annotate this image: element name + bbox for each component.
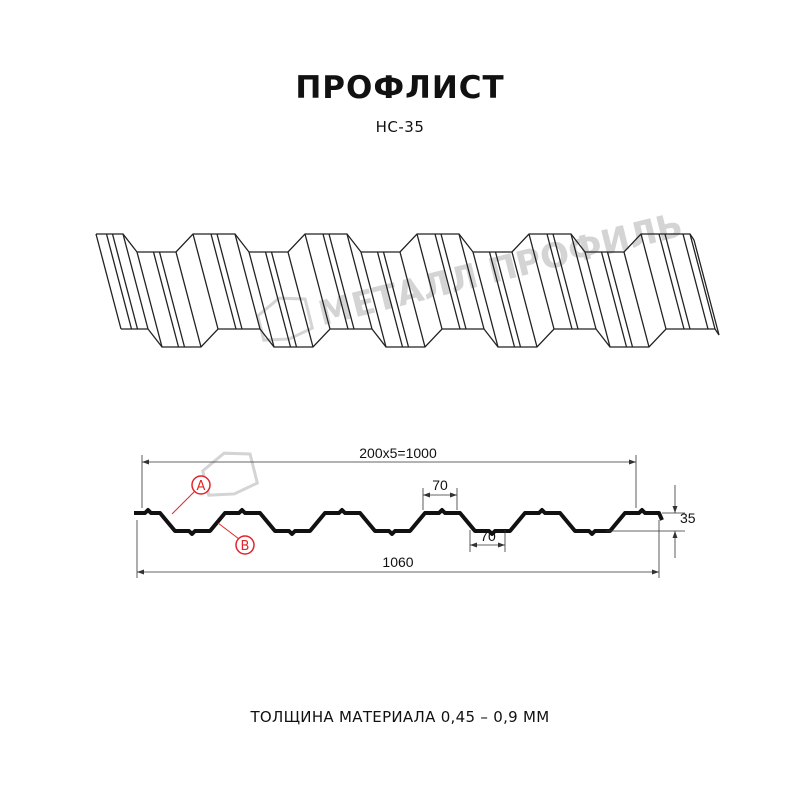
- sheet-fold-line: [472, 251, 499, 348]
- section-profile: [134, 508, 664, 536]
- sheet-fold-line: [689, 233, 716, 330]
- sheet-fold-line: [511, 251, 538, 348]
- marker-a: A: [171, 475, 211, 515]
- sheet-rib-line: [552, 233, 579, 330]
- sheet-fold-line: [234, 233, 261, 330]
- model-label: НС-35: [375, 118, 425, 136]
- sheet-fold-line: [122, 233, 149, 330]
- sheet-rib-line: [158, 251, 186, 348]
- sheet-fold-line: [682, 233, 709, 330]
- marker-a-label: A: [197, 479, 206, 494]
- sheet-fold-line: [346, 233, 373, 330]
- marker-b-label: B: [241, 539, 250, 554]
- sheet-fold-line: [136, 251, 163, 348]
- sheet-rib-line: [322, 233, 349, 330]
- dimensions: [136, 455, 685, 578]
- sheet-rib-line: [434, 233, 461, 330]
- sheet-fold-line: [693, 239, 720, 336]
- sheet-rib-line: [658, 233, 685, 330]
- sheet-fold-line: [528, 233, 555, 330]
- sheet-rib-line: [664, 233, 691, 330]
- sheet-rib-line: [382, 251, 410, 348]
- sheet-rib-line: [440, 233, 467, 330]
- sheet-rib-line: [606, 251, 634, 348]
- marker-b: B: [217, 522, 255, 555]
- sheet-rib-line: [105, 233, 133, 330]
- sheet-rib-line: [328, 233, 355, 330]
- sheet-rib-line: [376, 251, 404, 348]
- sheet-fold-line: [399, 251, 426, 348]
- dim-top-flat-label: 70: [432, 477, 448, 493]
- sheet-fold-line: [416, 233, 443, 330]
- sheet-fold-line: [584, 251, 611, 348]
- dim-height-label: 35: [680, 510, 696, 526]
- sheet-back-edge: [121, 328, 720, 348]
- sheet-rib-line: [546, 233, 573, 330]
- sheet-rib-line: [494, 251, 522, 348]
- sheet-rib-line: [210, 233, 237, 330]
- sheet-fold-line: [175, 251, 202, 348]
- sheet-fold-line: [360, 251, 387, 348]
- sheet-fold-line: [640, 233, 667, 330]
- sheet-rib-line: [270, 251, 298, 348]
- sheet-fold-line: [304, 233, 331, 330]
- sheet-3d-view: [95, 233, 720, 348]
- cross-section: [134, 508, 664, 536]
- dim-bottom-flat-label: 70: [480, 528, 496, 544]
- sheet-fold-line: [248, 251, 275, 348]
- watermark-logo-1: МЕТАЛЛ ПРОФИЛЬ: [256, 205, 687, 342]
- material-thickness: ТОЛЩИНА МАТЕРИАЛА 0,45 – 0,9 ММ: [250, 708, 550, 726]
- sheet-rib-line: [216, 233, 243, 330]
- sheet-fold-line: [95, 233, 122, 330]
- sheet-fold-line: [458, 233, 485, 330]
- sheet-front-edge: [96, 233, 695, 253]
- dim-pitch-label: 200x5=1000: [359, 445, 437, 461]
- watermark-logo-2: [201, 451, 260, 497]
- dim-full-width-label: 1060: [382, 554, 413, 570]
- sheet-rib-line: [600, 251, 628, 348]
- sheet-rib-line: [152, 251, 180, 348]
- sheet-rib-line: [488, 251, 516, 348]
- sheet-fold-line: [623, 251, 650, 348]
- sheet-fold-line: [287, 251, 314, 348]
- sheet-fold-line: [192, 233, 219, 330]
- sheet-fold-line: [570, 233, 597, 330]
- sheet-rib-line: [264, 251, 292, 348]
- sheet-rib-line: [111, 233, 139, 330]
- page-title: ПРОФЛИСТ: [295, 70, 505, 106]
